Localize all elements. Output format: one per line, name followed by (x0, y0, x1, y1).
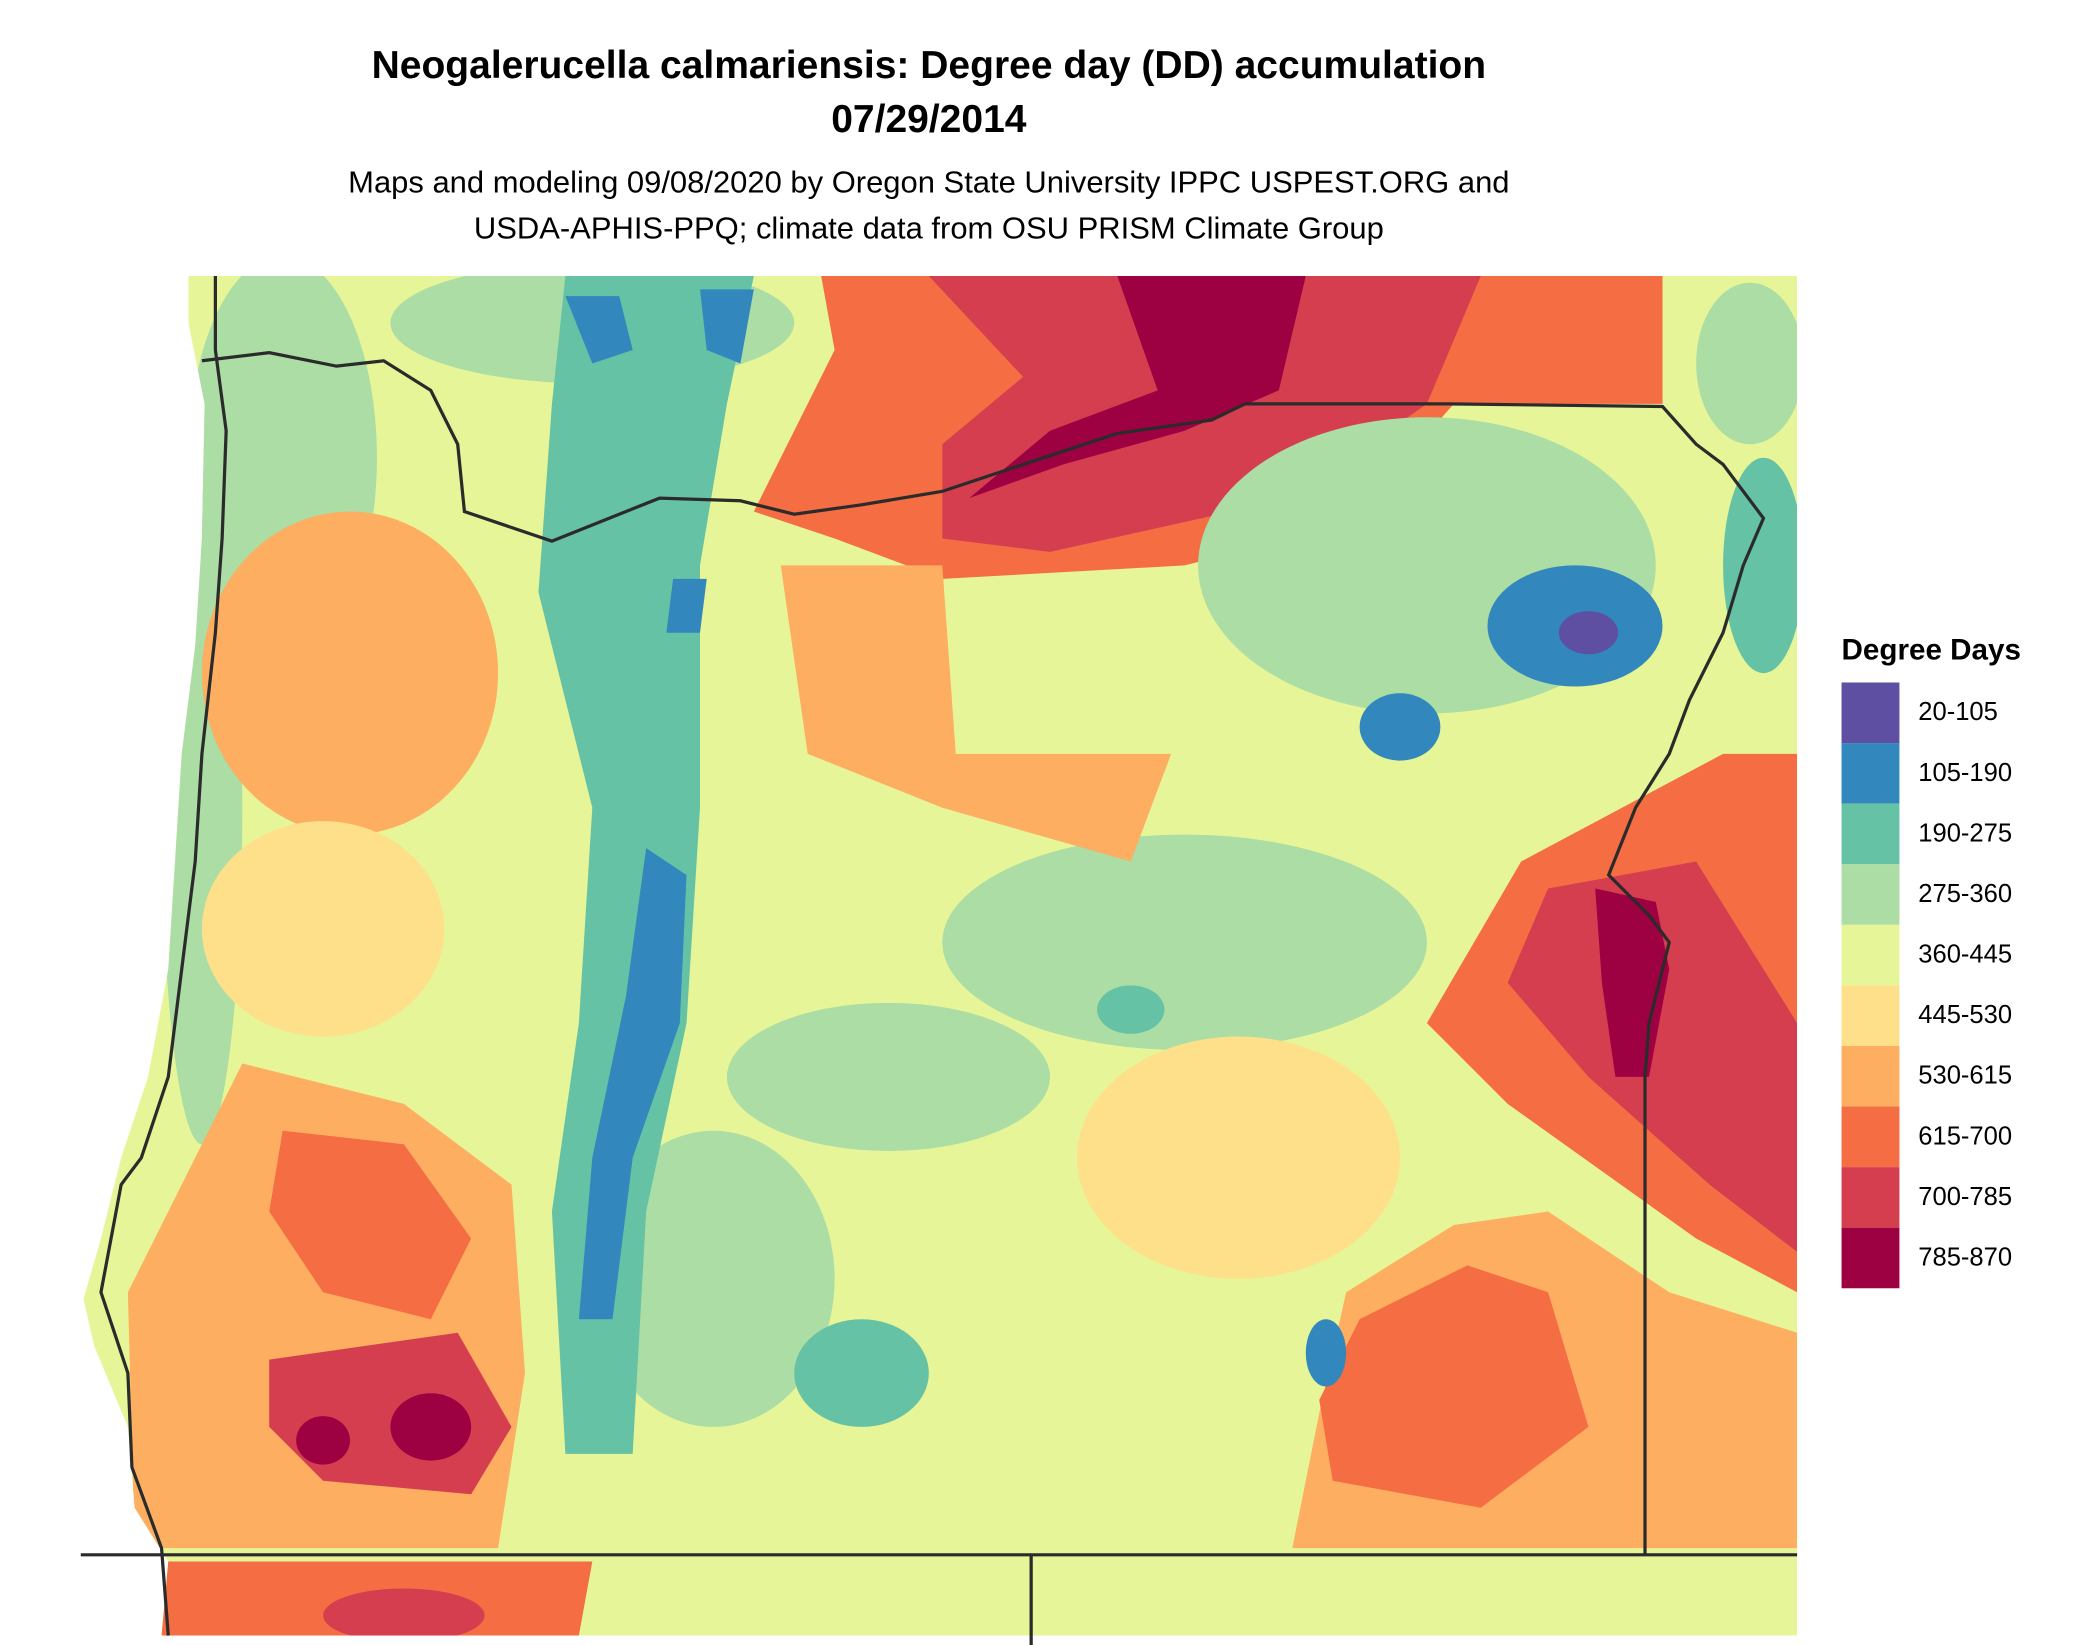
legend-label: 20-105 (1918, 698, 1998, 726)
legend-swatch (1841, 803, 1900, 865)
map-date: 07/29/2014 (831, 98, 1027, 141)
region (1359, 693, 1441, 761)
coastline (99, 275, 228, 1636)
state-border (80, 1553, 1798, 1645)
region (794, 1319, 929, 1427)
state-border (201, 351, 1766, 1555)
legend-title: Degree Days (1842, 634, 2021, 667)
subtitle-line: USDA-APHIS-PPQ; climate data from OSU PR… (474, 210, 1384, 245)
legend-label: 275-360 (1918, 880, 2012, 908)
legend-swatch (1841, 1227, 1900, 1289)
region (201, 821, 445, 1037)
legend-label: 360-445 (1918, 941, 2012, 969)
region (201, 511, 499, 835)
legend-label: 190-275 (1918, 819, 2012, 847)
legend-swatch (1841, 924, 1900, 986)
legend-swatch (1841, 1167, 1900, 1228)
region (1696, 282, 1798, 445)
region (323, 1588, 485, 1636)
region (1595, 888, 1670, 1077)
legend-label: 785-870 (1918, 1243, 2012, 1271)
region (1097, 985, 1165, 1034)
region (592, 1130, 835, 1427)
legend: Degree Days 20-105 105-190 190-275 275-360 3… (1841, 634, 2021, 1289)
legend-label: 615-700 (1918, 1122, 2012, 1150)
subtitle-line: Maps and modeling 09/08/2020 by Oregon S… (348, 165, 1509, 200)
region (1723, 457, 1798, 674)
legend-swatch (1841, 864, 1900, 925)
region (390, 1393, 472, 1461)
map-raster (83, 275, 1798, 1636)
legend-label: 105-190 (1918, 759, 2012, 787)
region (296, 1416, 350, 1465)
legend-swatch (1841, 743, 1900, 804)
legend-swatch (1841, 1106, 1900, 1168)
region (942, 834, 1427, 1050)
legend-swatch (1841, 682, 1900, 744)
legend-label: 700-785 (1918, 1183, 2012, 1211)
region (1076, 1036, 1400, 1279)
legend-label: 445-530 (1918, 1001, 2012, 1029)
region (1319, 1265, 1589, 1508)
legend-label: 530-615 (1918, 1062, 2012, 1090)
region (565, 289, 754, 633)
region (1305, 1319, 1347, 1387)
map-title: Neogalerucella calmariensis: Degree day … (372, 44, 1487, 87)
legend-swatch (1841, 1045, 1900, 1107)
region (969, 275, 1306, 499)
region (780, 565, 1172, 862)
region (1558, 611, 1619, 655)
legend-swatch (1841, 985, 1900, 1046)
region (726, 1002, 1050, 1151)
region (578, 848, 687, 1320)
region (269, 1130, 472, 1320)
